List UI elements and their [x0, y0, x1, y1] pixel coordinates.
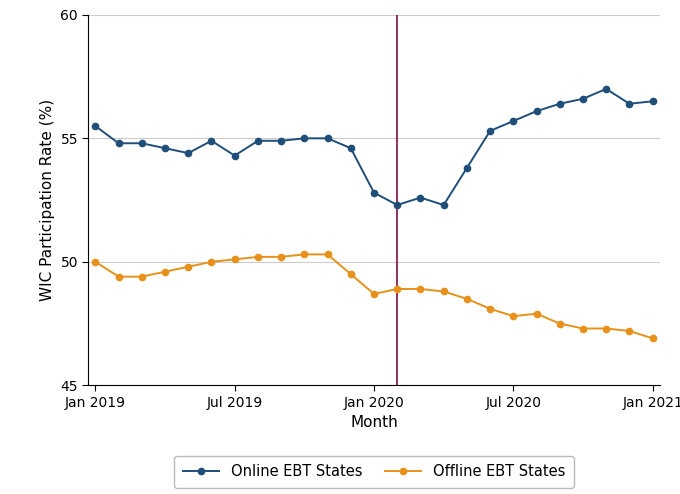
Online EBT States: [254, 138, 262, 144]
Offline EBT States: [91, 259, 99, 265]
Online EBT States: [416, 195, 424, 201]
Offline EBT States: [324, 251, 332, 257]
Offline EBT States: [138, 274, 146, 280]
Online EBT States: [161, 145, 169, 151]
Offline EBT States: [463, 296, 471, 302]
Offline EBT States: [254, 254, 262, 260]
Online EBT States: [207, 138, 216, 144]
Online EBT States: [393, 202, 401, 208]
Offline EBT States: [347, 271, 355, 277]
Online EBT States: [324, 135, 332, 141]
Online EBT States: [602, 86, 610, 92]
Offline EBT States: [161, 269, 169, 275]
Offline EBT States: [602, 326, 610, 331]
Offline EBT States: [532, 311, 541, 317]
Online EBT States: [532, 108, 541, 114]
Offline EBT States: [439, 288, 447, 294]
Offline EBT States: [486, 306, 494, 312]
Offline EBT States: [579, 326, 587, 331]
Offline EBT States: [626, 328, 634, 334]
Online EBT States: [626, 101, 634, 107]
Line: Offline EBT States: Offline EBT States: [92, 251, 656, 341]
Offline EBT States: [184, 264, 192, 270]
Online EBT States: [91, 123, 99, 129]
Offline EBT States: [556, 321, 564, 327]
Online EBT States: [649, 98, 657, 104]
Online EBT States: [370, 190, 378, 196]
Online EBT States: [184, 150, 192, 156]
Line: Online EBT States: Online EBT States: [92, 86, 656, 208]
Online EBT States: [138, 140, 146, 146]
X-axis label: Month: Month: [350, 415, 398, 430]
Legend: Online EBT States, Offline EBT States: Online EBT States, Offline EBT States: [174, 455, 574, 488]
Online EBT States: [114, 140, 122, 146]
Y-axis label: WIC Participation Rate (%): WIC Participation Rate (%): [40, 99, 55, 301]
Offline EBT States: [509, 313, 517, 319]
Offline EBT States: [114, 274, 122, 280]
Offline EBT States: [231, 256, 239, 262]
Online EBT States: [277, 138, 285, 144]
Offline EBT States: [393, 286, 401, 292]
Offline EBT States: [301, 251, 309, 257]
Offline EBT States: [277, 254, 285, 260]
Online EBT States: [486, 128, 494, 134]
Online EBT States: [439, 202, 447, 208]
Offline EBT States: [370, 291, 378, 297]
Offline EBT States: [649, 335, 657, 341]
Online EBT States: [231, 153, 239, 159]
Offline EBT States: [207, 259, 216, 265]
Online EBT States: [509, 118, 517, 124]
Online EBT States: [579, 96, 587, 102]
Online EBT States: [556, 101, 564, 107]
Online EBT States: [463, 165, 471, 171]
Online EBT States: [301, 135, 309, 141]
Online EBT States: [347, 145, 355, 151]
Offline EBT States: [416, 286, 424, 292]
